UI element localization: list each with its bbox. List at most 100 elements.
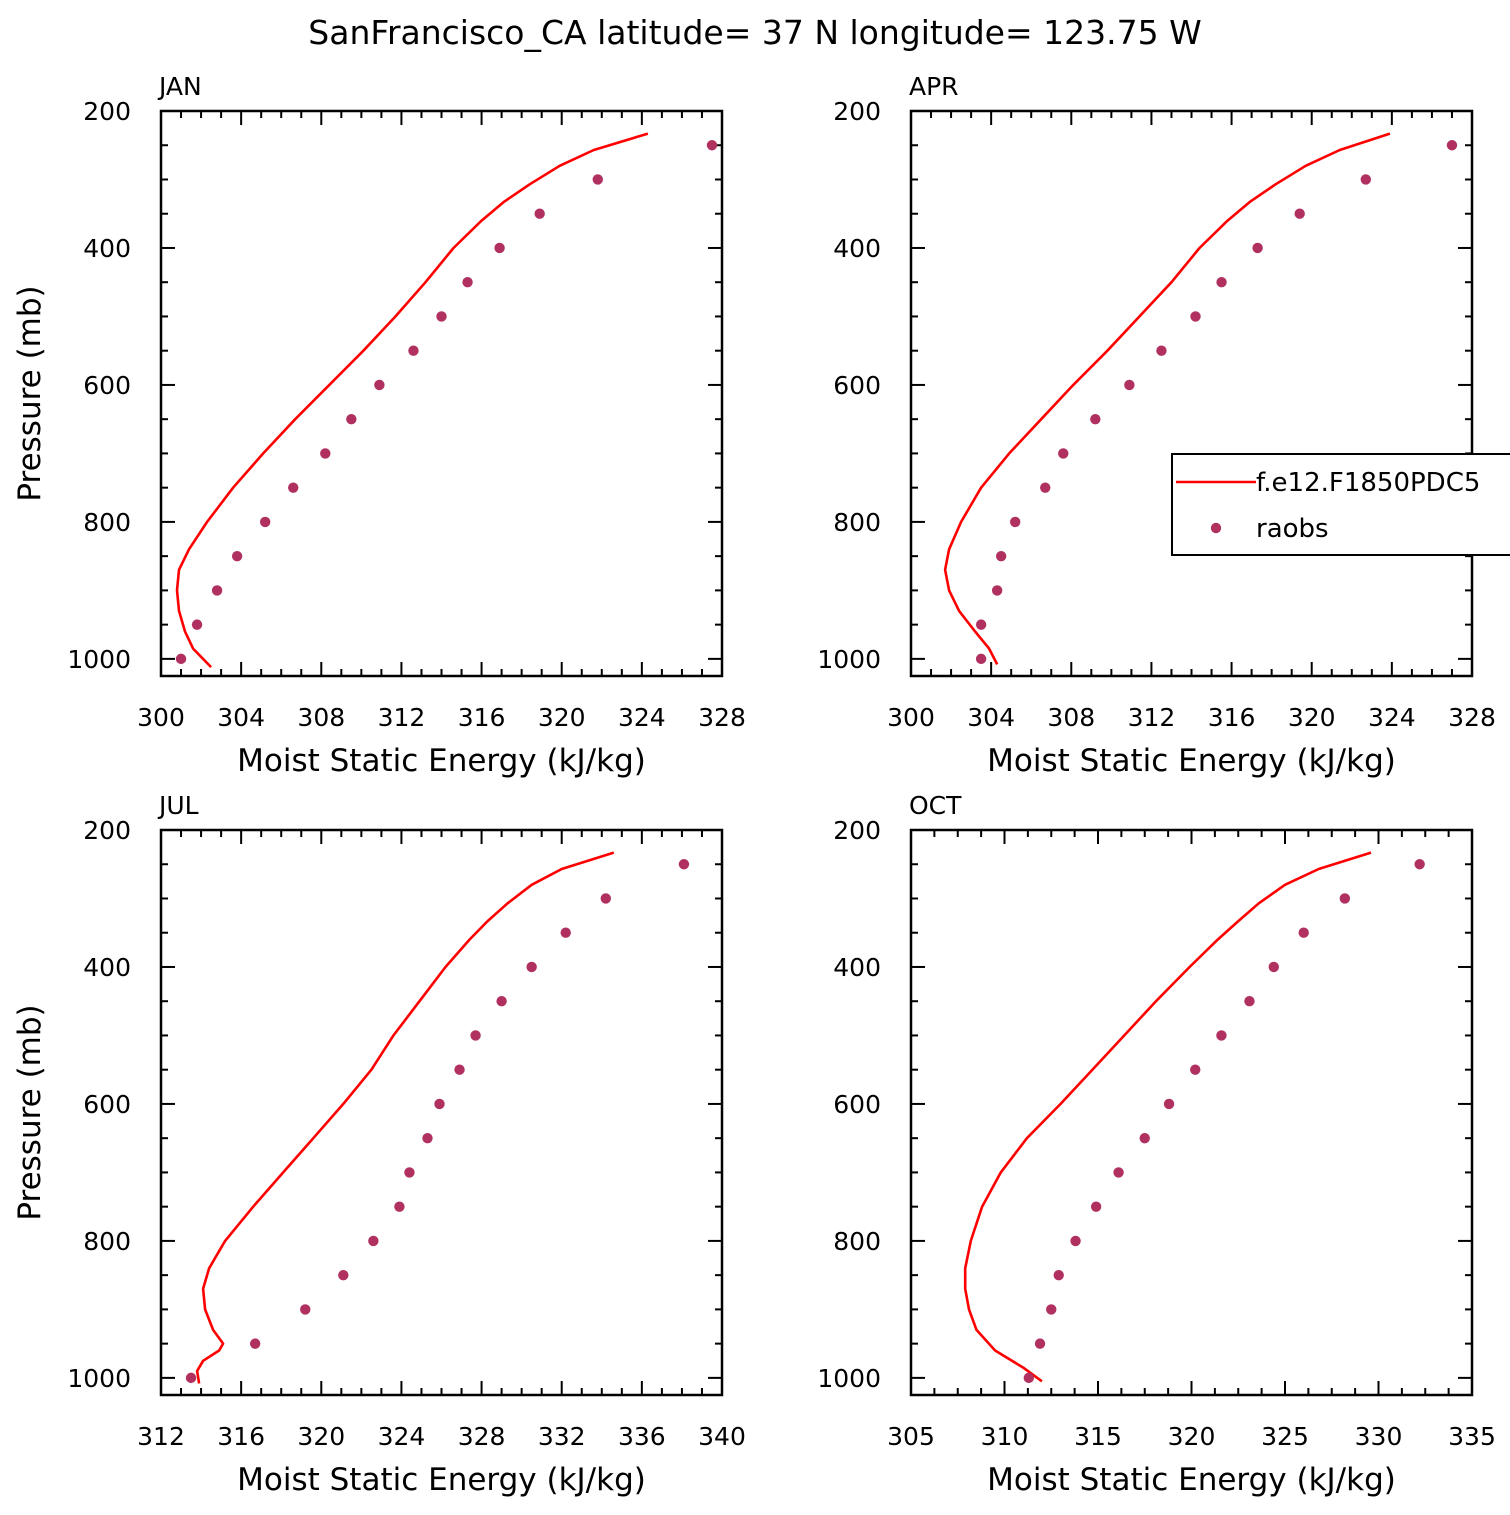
legend-box xyxy=(1171,453,1510,556)
panel-label: JUL xyxy=(157,791,199,820)
y-tick-label: 1000 xyxy=(817,1364,881,1393)
raobs-point xyxy=(991,585,1003,596)
raobs-point xyxy=(526,961,537,973)
panel-label: JAN xyxy=(157,72,202,101)
x-tick-label: 328 xyxy=(698,703,746,732)
plot-frame xyxy=(909,828,1474,1397)
x-tick-label: 330 xyxy=(1355,1422,1403,1451)
raobs-point xyxy=(1023,1372,1035,1384)
raobs-point xyxy=(338,1269,349,1281)
y-tick-label: 800 xyxy=(83,1227,131,1256)
raobs-point xyxy=(1113,1167,1124,1178)
raobs-point xyxy=(560,927,571,938)
raobs-point xyxy=(1360,174,1372,185)
raobs-point xyxy=(191,619,203,630)
raobs-point xyxy=(1190,1064,1201,1075)
raobs-point xyxy=(436,311,447,322)
y-tick-label: 800 xyxy=(833,1227,881,1256)
model-profile-line xyxy=(963,851,1372,1383)
model-profile-line xyxy=(943,132,1391,665)
raobs-point xyxy=(600,893,611,904)
raobs-point xyxy=(1053,1269,1064,1281)
raobs-point xyxy=(368,1235,379,1247)
x-tick-label: 304 xyxy=(217,703,265,732)
raobs-point xyxy=(1034,1338,1046,1349)
raobs-point xyxy=(394,1201,405,1212)
raobs-point xyxy=(678,859,690,870)
raobs-point xyxy=(534,208,545,219)
raobs-point xyxy=(1040,482,1051,493)
x-tick-label: 328 xyxy=(458,1422,506,1451)
x-axis-label: Moist Static Energy (kJ/kg) xyxy=(237,743,646,779)
raobs-point xyxy=(1190,311,1201,322)
raobs-point xyxy=(1090,1201,1102,1212)
y-tick-label: 800 xyxy=(833,508,881,537)
x-tick-label: 332 xyxy=(538,1422,586,1451)
raobs-point xyxy=(288,482,299,493)
raobs-point xyxy=(1070,1235,1081,1247)
raobs-point xyxy=(1046,1304,1057,1315)
legend-label-model: f.e12.F1850PDC5 xyxy=(1256,468,1480,498)
x-tick-label: 328 xyxy=(1448,703,1496,732)
raobs-point xyxy=(404,1167,415,1178)
x-tick-label: 310 xyxy=(981,1422,1029,1451)
x-tick-label: 335 xyxy=(1448,1422,1496,1451)
x-axis-label: Moist Static Energy (kJ/kg) xyxy=(237,1462,646,1498)
legend: f.e12.F1850PDC5 raobs xyxy=(1171,453,1510,556)
raobs-point xyxy=(408,345,419,356)
x-tick-label: 316 xyxy=(217,1422,265,1451)
raobs-point xyxy=(995,550,1007,562)
raobs-point xyxy=(462,277,473,288)
raobs-point xyxy=(259,516,271,528)
raobs-point xyxy=(1298,927,1309,938)
raobs-point xyxy=(975,653,987,665)
x-axis-label: Moist Static Energy (kJ/kg) xyxy=(987,1462,1396,1498)
raobs-point xyxy=(300,1304,311,1315)
x-tick-label: 305 xyxy=(887,1422,935,1451)
raobs-point xyxy=(496,996,507,1007)
raobs-point xyxy=(1446,140,1458,151)
y-tick-label: 1000 xyxy=(67,645,131,674)
raobs-point xyxy=(454,1064,465,1075)
raobs-point xyxy=(175,653,187,665)
panel-apr: 300 304 308 312 316 320 324 328 200 400 600 800 1000… xyxy=(817,72,1495,779)
model-profile-line xyxy=(195,851,615,1384)
raobs-point xyxy=(1244,996,1255,1007)
plot-frame xyxy=(159,109,724,678)
legend-marker-swatch xyxy=(1210,522,1222,534)
raobs-point xyxy=(1294,208,1305,219)
raobs-point xyxy=(374,379,385,391)
x-tick-label: 316 xyxy=(1208,703,1256,732)
panel-label: APR xyxy=(909,72,959,101)
panel-jan: 300 304 308 312 316 320 324 328 200 400 600 800 1000… xyxy=(12,72,746,779)
panels: 300 304 308 312 316 320 324 328 200 400 600 800 1000… xyxy=(12,72,1496,1498)
panel-label: OCT xyxy=(909,791,962,820)
y-tick-label: 400 xyxy=(833,953,881,982)
raobs-point xyxy=(470,1030,481,1041)
raobs-point xyxy=(1252,242,1263,254)
y-tick-label: 600 xyxy=(833,371,881,400)
y-tick-label: 200 xyxy=(83,816,131,845)
y-tick-label: 200 xyxy=(83,97,131,126)
x-tick-label: 312 xyxy=(1128,703,1176,732)
y-tick-label: 800 xyxy=(83,508,131,537)
x-tick-label: 320 xyxy=(1168,1422,1216,1451)
x-tick-label: 324 xyxy=(618,703,666,732)
raobs-point xyxy=(320,448,331,459)
raobs-point xyxy=(1058,448,1069,459)
x-tick-label: 320 xyxy=(1288,703,1336,732)
raobs-point xyxy=(434,1098,445,1110)
x-tick-label: 312 xyxy=(378,703,426,732)
raobs-point xyxy=(1414,859,1425,870)
legend-label-raobs: raobs xyxy=(1256,514,1329,544)
x-tick-label: 315 xyxy=(1074,1422,1122,1451)
raobs-point xyxy=(1090,413,1101,425)
raobs-point xyxy=(422,1132,433,1144)
y-tick-label: 400 xyxy=(83,953,131,982)
raobs-point xyxy=(1216,277,1227,288)
x-tick-label: 300 xyxy=(887,703,935,732)
raobs-point xyxy=(494,242,505,254)
raobs-point xyxy=(706,140,718,151)
